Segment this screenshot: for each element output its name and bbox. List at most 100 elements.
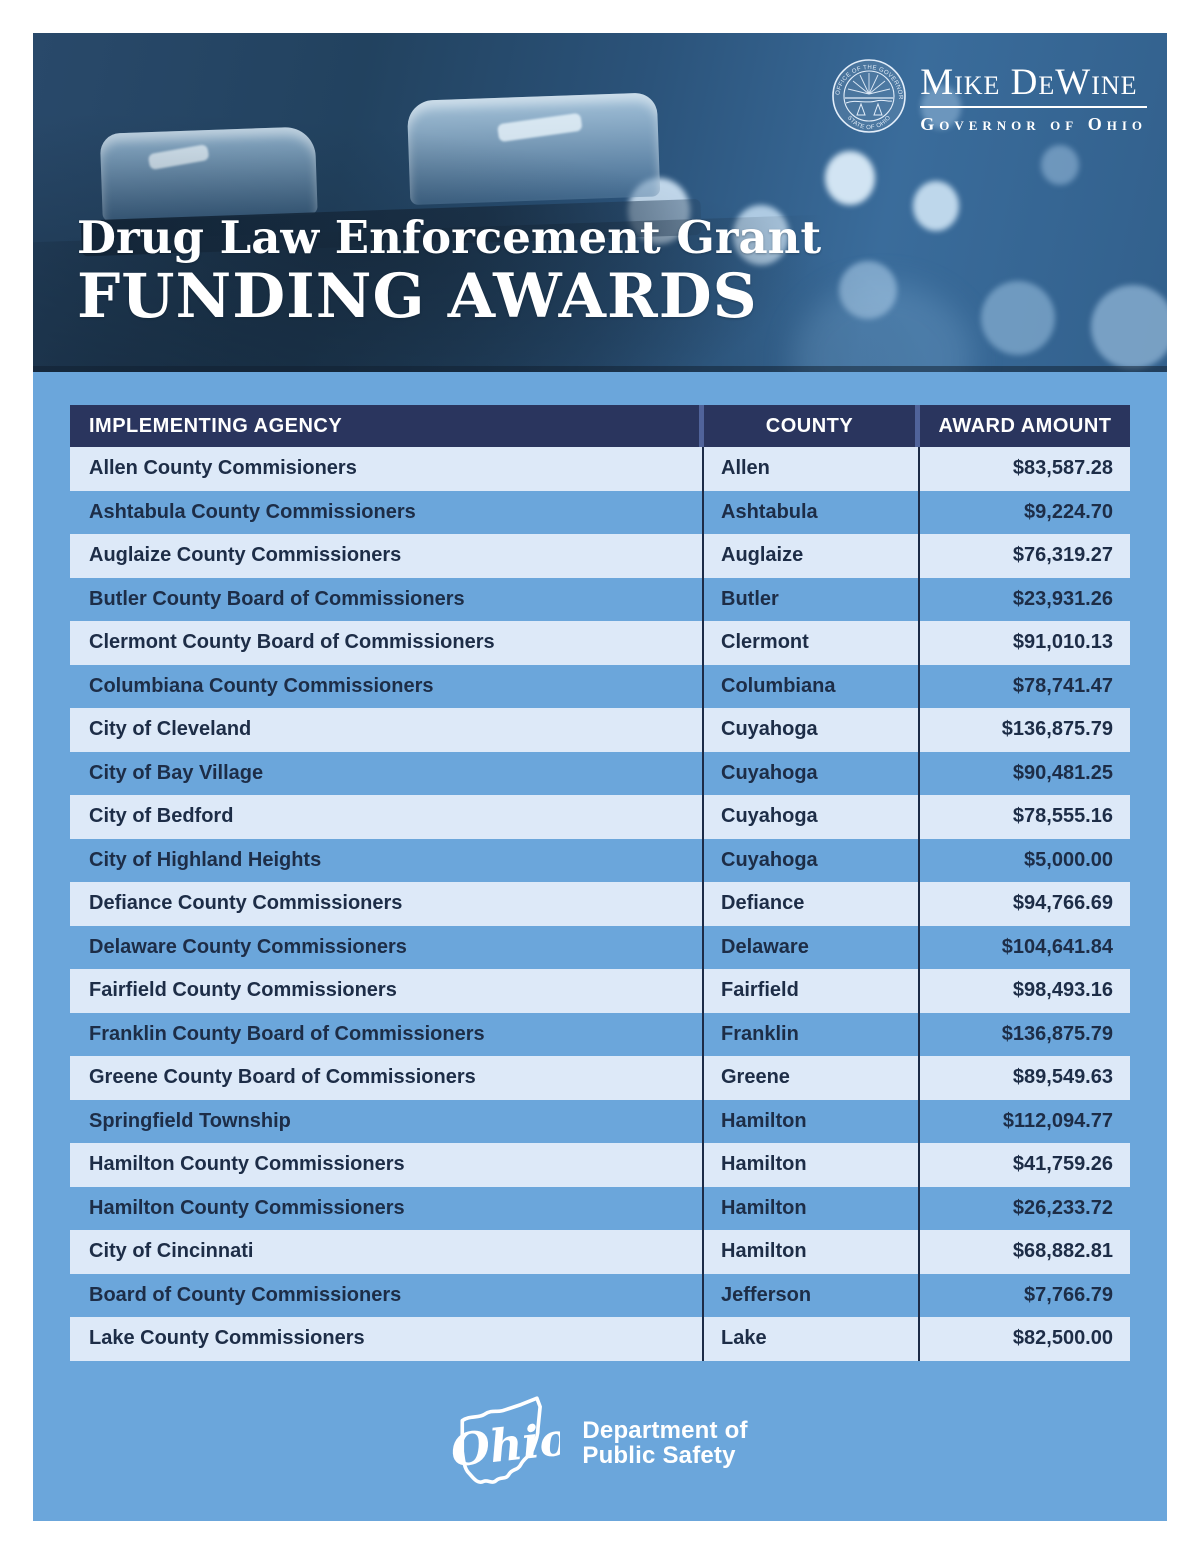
- amount-cell: $89,549.63: [918, 1056, 1130, 1100]
- column-header-agency: IMPLEMENTING AGENCY: [70, 405, 699, 447]
- table-row: Clermont County Board of Commissioners C…: [70, 621, 1130, 665]
- footer-logo: Ohio Department of Public Safety: [33, 1395, 1167, 1491]
- governor-seal-icon: OFFICE OF THE GOVERNOR STATE OF OHIO: [832, 59, 907, 133]
- county-cell: Auglaize: [702, 534, 918, 578]
- amount-cell: $98,493.16: [918, 969, 1130, 1013]
- table-row: Springfield Township Hamilton $112,094.7…: [70, 1099, 1130, 1143]
- agency-cell: Springfield Township: [89, 1109, 291, 1132]
- amount-cell: $23,931.26: [918, 577, 1130, 621]
- table-row: Hamilton County Commissioners Hamilton $…: [70, 1186, 1130, 1230]
- county-cell: Fairfield: [702, 969, 918, 1013]
- county-cell: Jefferson: [702, 1273, 918, 1317]
- county-cell: Hamilton: [702, 1230, 918, 1274]
- department-line1: Department of: [582, 1416, 748, 1444]
- department-name: Department of Public Safety: [582, 1416, 748, 1469]
- governor-logo: OFFICE OF THE GOVERNOR STATE OF OHIO Mik…: [831, 58, 1147, 135]
- table-row: Greene County Board of Commissioners Gre…: [70, 1056, 1130, 1100]
- amount-cell: $26,233.72: [918, 1186, 1130, 1230]
- hero-banner: OFFICE OF THE GOVERNOR STATE OF OHIO Mik…: [33, 33, 1167, 372]
- amount-cell: $78,555.16: [918, 795, 1130, 839]
- agency-cell: City of Bay Village: [89, 761, 264, 784]
- table-row: Columbiana County Commissioners Columbia…: [70, 664, 1130, 708]
- table-body: Allen County Commisioners Allen $83,587.…: [70, 447, 1130, 1361]
- table-row: City of Bay Village Cuyahoga $90,481.25: [70, 751, 1130, 795]
- table-row: Hamilton County Commissioners Hamilton $…: [70, 1143, 1130, 1187]
- agency-cell: City of Highland Heights: [89, 848, 322, 871]
- column-header-county: COUNTY: [704, 405, 915, 447]
- table-row: Defiance County Commissioners Defiance $…: [70, 882, 1130, 926]
- county-cell: Cuyahoga: [702, 751, 918, 795]
- amount-cell: $7,766.79: [918, 1273, 1130, 1317]
- county-cell: Butler: [702, 577, 918, 621]
- table-row: City of Highland Heights Cuyahoga $5,000…: [70, 838, 1130, 882]
- amount-cell: $136,875.79: [918, 708, 1130, 752]
- ohio-state-outline-icon: Ohio: [452, 1396, 560, 1484]
- table-row: City of Cincinnati Hamilton $68,882.81: [70, 1230, 1130, 1274]
- county-cell: Hamilton: [702, 1143, 918, 1187]
- governor-wordmark: Mike DeWine Governor of Ohio: [920, 58, 1147, 135]
- table-row: Auglaize County Commissioners Auglaize $…: [70, 534, 1130, 578]
- table-row: Butler County Board of Commissioners But…: [70, 577, 1130, 621]
- table-row: Fairfield County Commissioners Fairfield…: [70, 969, 1130, 1013]
- amount-cell: $94,766.69: [918, 882, 1130, 926]
- agency-cell: Hamilton County Commissioners: [89, 1196, 405, 1219]
- table-row: Board of County Commissioners Jefferson …: [70, 1273, 1130, 1317]
- agency-cell: Delaware County Commissioners: [89, 935, 407, 958]
- agency-cell: Allen County Commisioners: [89, 457, 357, 480]
- amount-cell: $5,000.00: [918, 838, 1130, 882]
- amount-cell: $112,094.77: [918, 1099, 1130, 1143]
- agency-cell: City of Cleveland: [89, 718, 252, 741]
- county-cell: Columbiana: [702, 664, 918, 708]
- amount-cell: $78,741.47: [918, 664, 1130, 708]
- page-title-line1: Drug Law Enforcement Grant: [77, 211, 822, 264]
- amount-cell: $83,587.28: [918, 447, 1130, 491]
- county-cell: Cuyahoga: [702, 838, 918, 882]
- amount-cell: $9,224.70: [918, 490, 1130, 534]
- agency-cell: Auglaize County Commissioners: [89, 544, 402, 567]
- header-divider: [915, 405, 920, 447]
- ohio-wordmark: Ohio: [452, 1412, 560, 1477]
- funding-table: IMPLEMENTING AGENCY COUNTY AWARD AMOUNT …: [70, 405, 1130, 1361]
- table-row: Franklin County Board of Commissioners F…: [70, 1012, 1130, 1056]
- agency-cell: Hamilton County Commissioners: [89, 1153, 405, 1176]
- governor-title: Governor of Ohio: [920, 114, 1147, 134]
- table-header-row: IMPLEMENTING AGENCY COUNTY AWARD AMOUNT: [70, 405, 1130, 447]
- county-cell: Allen: [702, 447, 918, 491]
- agency-cell: Ashtabula County Commissioners: [89, 500, 416, 523]
- agency-cell: Clermont County Board of Commissioners: [89, 631, 495, 654]
- agency-cell: City of Bedford: [89, 805, 234, 828]
- county-cell: Franklin: [702, 1012, 918, 1056]
- table-row: Ashtabula County Commissioners Ashtabula…: [70, 490, 1130, 534]
- department-line2: Public Safety: [582, 1442, 736, 1469]
- county-cell: Cuyahoga: [702, 708, 918, 752]
- amount-cell: $91,010.13: [918, 621, 1130, 665]
- table-row: Delaware County Commissioners Delaware $…: [70, 925, 1130, 969]
- table-row: Allen County Commisioners Allen $83,587.…: [70, 447, 1130, 491]
- agency-cell: Butler County Board of Commissioners: [89, 587, 465, 610]
- amount-cell: $90,481.25: [918, 751, 1130, 795]
- county-cell: Greene: [702, 1056, 918, 1100]
- agency-cell: Board of County Commissioners: [89, 1283, 402, 1306]
- table-row: City of Cleveland Cuyahoga $136,875.79: [70, 708, 1130, 752]
- agency-cell: Franklin County Board of Commissioners: [89, 1022, 485, 1045]
- county-cell: Lake: [702, 1317, 918, 1361]
- county-cell: Delaware: [702, 925, 918, 969]
- agency-cell: Defiance County Commissioners: [89, 892, 403, 915]
- amount-cell: $104,641.84: [918, 925, 1130, 969]
- amount-cell: $136,875.79: [918, 1012, 1130, 1056]
- county-cell: Clermont: [702, 621, 918, 665]
- governor-name: Mike DeWine: [920, 64, 1147, 108]
- hero-vignette: [33, 33, 1167, 372]
- county-cell: Ashtabula: [702, 490, 918, 534]
- agency-cell: Columbiana County Commissioners: [89, 674, 434, 697]
- agency-cell: Lake County Commissioners: [89, 1327, 365, 1350]
- county-cell: Cuyahoga: [702, 795, 918, 839]
- agency-cell: City of Cincinnati: [89, 1240, 254, 1263]
- amount-cell: $41,759.26: [918, 1143, 1130, 1187]
- table-row: Lake County Commissioners Lake $82,500.0…: [70, 1317, 1130, 1361]
- table-row: City of Bedford Cuyahoga $78,555.16: [70, 795, 1130, 839]
- flyer-content: OFFICE OF THE GOVERNOR STATE OF OHIO Mik…: [33, 33, 1167, 1521]
- header-divider: [699, 405, 704, 447]
- amount-cell: $82,500.00: [918, 1317, 1130, 1361]
